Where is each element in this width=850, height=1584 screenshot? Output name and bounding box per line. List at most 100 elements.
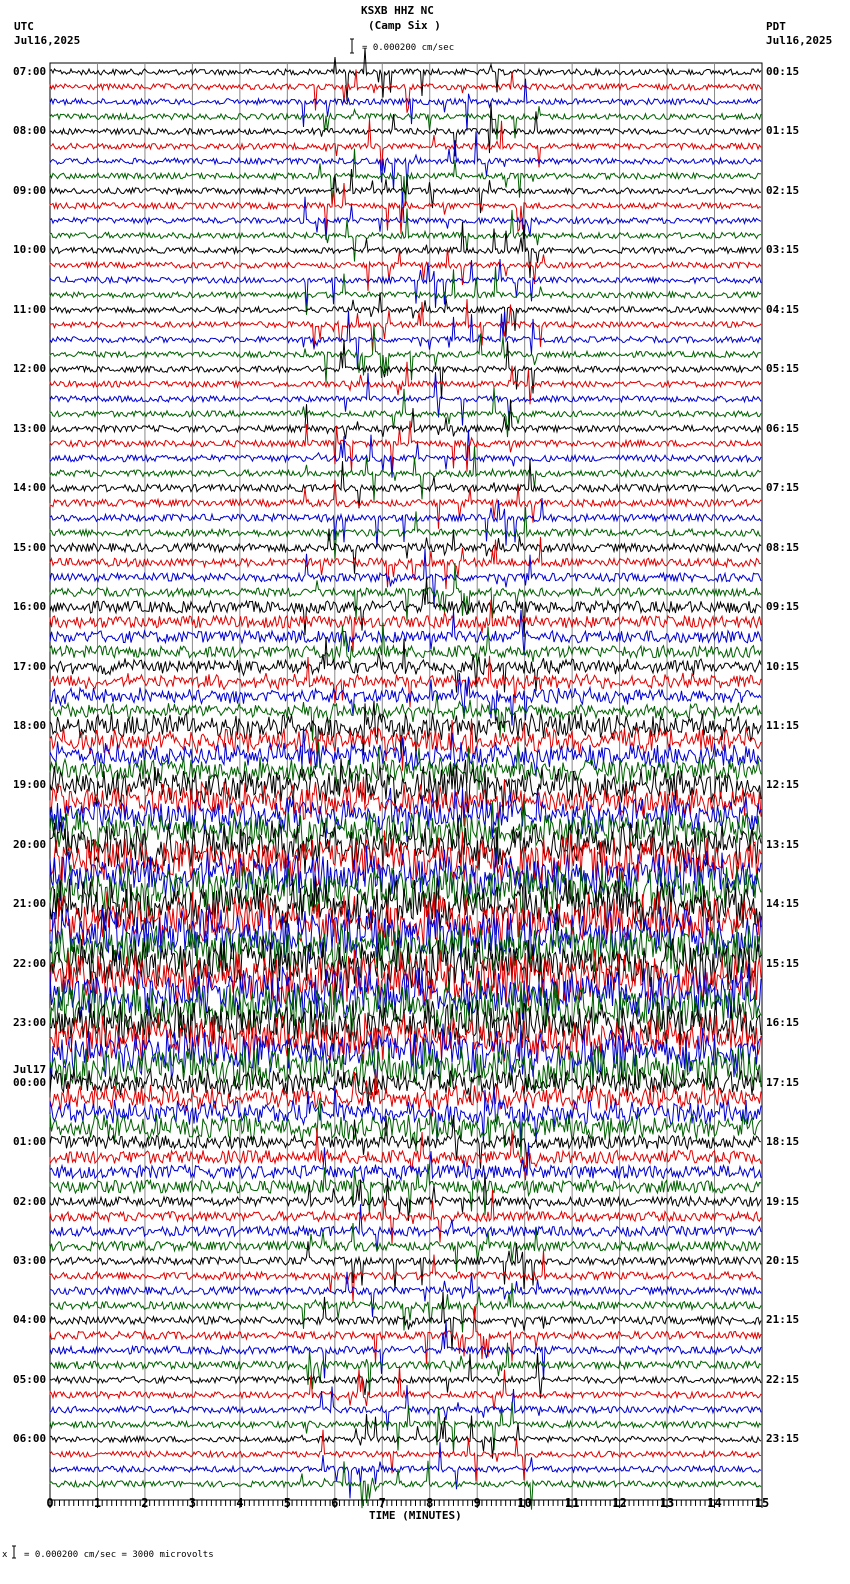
seismic-trace (49, 182, 762, 234)
seismic-trace (49, 1401, 762, 1453)
seismic-trace (49, 1271, 762, 1317)
seismic-trace (49, 78, 762, 131)
x-tick-label: 15 (754, 1496, 770, 1510)
utc-hour-label: 03:00 (13, 1254, 47, 1267)
seismic-trace (49, 48, 762, 102)
utc-hour-label: 02:00 (13, 1194, 47, 1208)
seismic-trace (49, 949, 762, 1007)
seismic-trace (49, 507, 762, 559)
utc-hour-label: 16:00 (13, 600, 47, 614)
seismic-trace (49, 776, 762, 827)
pdt-hour-label: 23:15 (766, 1432, 800, 1446)
seismic-trace (49, 69, 762, 113)
pdt-hour-label: 21:15 (766, 1313, 800, 1327)
seismic-trace (49, 497, 762, 548)
seismic-trace (49, 1189, 762, 1244)
utc-hour-label: 15:00 (13, 540, 47, 554)
seismic-trace (49, 1097, 762, 1158)
pdt-hour-label: 14:15 (766, 897, 800, 911)
seismic-trace (49, 1069, 762, 1117)
seismic-trace (49, 637, 762, 693)
x-tick-label: 13 (659, 1496, 675, 1510)
x-tick-label: 2 (141, 1496, 149, 1510)
seismic-trace (49, 1023, 762, 1080)
seismic-trace (49, 1222, 762, 1272)
seismic-trace (49, 1115, 762, 1169)
x-axis-label: TIME (MINUTES) (369, 1509, 462, 1522)
pdt-hour-label: 10:15 (766, 659, 800, 673)
seismic-trace (49, 1413, 762, 1459)
seismic-trace (49, 609, 762, 656)
pdt-hour-label: 06:15 (766, 421, 800, 435)
seismic-trace (49, 622, 762, 667)
seismic-trace (49, 221, 762, 279)
utc-hour-label: 04:00 (13, 1313, 47, 1327)
utc-hour-label: 11:00 (13, 302, 47, 316)
pdt-hour-label: 18:15 (766, 1135, 800, 1149)
seismic-trace (49, 387, 762, 438)
seismic-trace (49, 399, 762, 440)
pdt-hour-label: 04:15 (766, 302, 800, 316)
seismic-trace (49, 758, 762, 815)
x-tick-label: 6 (331, 1496, 339, 1510)
pdt-hour-label: 12:15 (766, 778, 800, 792)
seismic-trace (49, 1306, 762, 1364)
footer-scale-text: = 0.000200 cm/sec = 3000 microvolts (24, 1550, 214, 1560)
seismic-trace (49, 1342, 762, 1395)
pdt-hour-label: 02:15 (766, 183, 800, 197)
utc-hour-label: 14:00 (13, 481, 47, 495)
seismic-trace (49, 1241, 762, 1291)
left-timezone: UTC (14, 20, 34, 33)
seismic-trace (49, 191, 762, 240)
seismic-trace (49, 459, 762, 509)
seismic-trace (49, 726, 762, 777)
seismic-trace (49, 830, 762, 887)
seismic-trace (49, 479, 762, 529)
pdt-hour-label: 01:15 (766, 124, 800, 138)
x-tick-label: 14 (707, 1496, 722, 1510)
seismic-trace (49, 1142, 762, 1183)
seismic-trace (49, 1127, 762, 1181)
utc-hour-label: 19:00 (13, 778, 47, 792)
utc-hour-label: 00:00 (13, 1075, 47, 1089)
seismic-trace (49, 800, 762, 860)
utc-hour-label: 21:00 (13, 897, 47, 911)
seismic-trace (49, 577, 762, 637)
seismic-trace (49, 148, 762, 207)
station-title: KSXB HHZ NC (361, 4, 434, 17)
right-date: Jul16,2025 (766, 34, 833, 47)
seismic-trace (49, 258, 762, 310)
seismic-trace (49, 1442, 762, 1499)
right-timezone: PDT (766, 20, 786, 33)
seismic-trace (49, 963, 762, 1023)
seismic-trace (49, 1172, 762, 1221)
utc-hour-label: 20:00 (13, 837, 47, 851)
scale-label: = 0.000200 cm/sec (362, 43, 455, 53)
pdt-hour-label: 15:15 (766, 956, 800, 970)
seismic-trace (49, 1163, 762, 1215)
x-tick-label: 1 (93, 1496, 102, 1510)
pdt-hour-label: 09:15 (766, 600, 800, 614)
seismic-trace (49, 208, 762, 262)
seismic-trace (49, 299, 762, 352)
x-tick-label: 11 (564, 1496, 580, 1510)
utc-hour-label: 13:00 (13, 421, 47, 435)
pdt-hour-label: 07:15 (766, 481, 800, 495)
x-tick-label: 8 (426, 1496, 434, 1510)
seismic-trace (49, 1365, 762, 1411)
pdt-hour-label: 13:15 (766, 837, 800, 851)
pdt-hour-label: 22:15 (766, 1372, 800, 1386)
utc-hour-label: 17:00 (13, 659, 47, 673)
seismic-trace (49, 700, 762, 756)
seismic-trace (49, 325, 762, 383)
pdt-hour-label: 05:15 (766, 362, 800, 376)
utc-hour-label: 22:00 (13, 956, 47, 970)
seismic-trace (49, 693, 762, 741)
seismic-trace (49, 361, 762, 405)
x-tick-label: 5 (283, 1496, 291, 1510)
utc-hour-label: 09:00 (13, 183, 47, 197)
x-tick-label: 7 (378, 1496, 386, 1510)
seismic-trace (49, 1250, 762, 1303)
seismic-trace (49, 339, 762, 400)
